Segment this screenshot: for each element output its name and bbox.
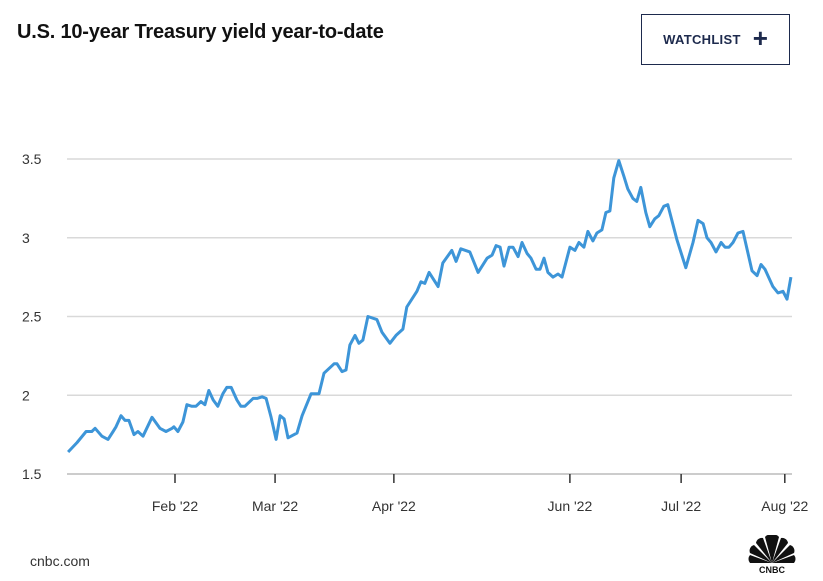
x-tick-label: Jun '22 [548, 498, 593, 514]
x-tick-label: Jul '22 [661, 498, 701, 514]
y-tick-label: 3 [22, 230, 30, 246]
y-tick-label: 1.5 [22, 466, 42, 482]
cnbc-logo: CNBC [748, 535, 796, 575]
watchlist-label: WATCHLIST [663, 32, 741, 47]
chart-title: U.S. 10-year Treasury yield year-to-date [17, 21, 384, 43]
y-tick-label: 2 [22, 387, 30, 403]
y-tick-label: 2.5 [22, 309, 42, 325]
plus-icon: + [752, 23, 768, 53]
x-tick-label: Mar '22 [252, 498, 298, 514]
y-tick-label: 3.5 [22, 151, 42, 167]
watchlist-button[interactable]: WATCHLIST + [641, 14, 790, 65]
yield-line [67, 159, 793, 454]
x-tick-label: Apr '22 [372, 498, 416, 514]
svg-text:CNBC: CNBC [759, 565, 785, 575]
source-label: cnbc.com [30, 553, 90, 569]
x-tick-label: Aug '22 [761, 498, 808, 514]
x-tick-label: Feb '22 [152, 498, 198, 514]
